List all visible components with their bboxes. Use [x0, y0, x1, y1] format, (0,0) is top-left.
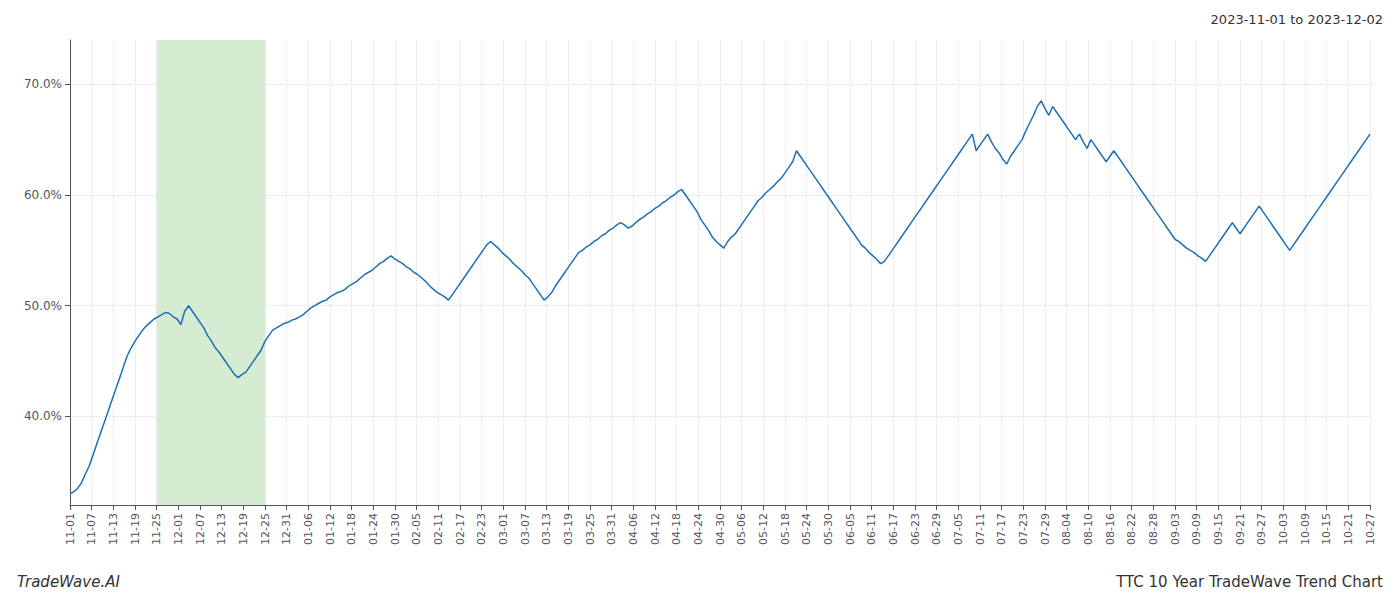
svg-text:12-07: 12-07: [194, 513, 207, 545]
svg-text:70.0%: 70.0%: [24, 77, 62, 91]
svg-text:06-11: 06-11: [865, 513, 878, 545]
svg-text:01-12: 01-12: [324, 513, 337, 545]
svg-text:05-12: 05-12: [757, 513, 770, 545]
svg-text:01-06: 01-06: [302, 513, 315, 545]
svg-text:05-24: 05-24: [800, 513, 813, 545]
svg-text:03-31: 03-31: [605, 513, 618, 545]
svg-text:02-11: 02-11: [432, 513, 445, 545]
svg-text:10-09: 10-09: [1299, 513, 1312, 545]
svg-text:11-01: 11-01: [64, 513, 77, 545]
svg-text:08-04: 08-04: [1060, 513, 1073, 545]
svg-text:06-23: 06-23: [909, 513, 922, 545]
svg-text:06-05: 06-05: [844, 513, 857, 545]
svg-text:01-18: 01-18: [345, 513, 358, 545]
svg-text:05-06: 05-06: [735, 513, 748, 545]
svg-text:03-25: 03-25: [584, 513, 597, 545]
svg-text:07-23: 07-23: [1017, 513, 1030, 545]
svg-text:01-30: 01-30: [389, 513, 402, 545]
svg-text:40.0%: 40.0%: [24, 409, 62, 423]
svg-text:2023-11-01 to 2023-12-02: 2023-11-01 to 2023-12-02: [1211, 12, 1383, 27]
svg-text:11-25: 11-25: [150, 513, 163, 545]
svg-text:04-24: 04-24: [692, 513, 705, 545]
svg-text:04-06: 04-06: [627, 513, 640, 545]
svg-text:12-31: 12-31: [280, 513, 293, 545]
svg-text:02-17: 02-17: [454, 513, 467, 545]
svg-text:09-21: 09-21: [1234, 513, 1247, 545]
svg-text:11-07: 11-07: [85, 513, 98, 545]
svg-text:07-17: 07-17: [995, 513, 1008, 545]
svg-text:08-22: 08-22: [1125, 513, 1138, 545]
svg-text:11-19: 11-19: [129, 513, 142, 545]
svg-text:60.0%: 60.0%: [24, 188, 62, 202]
svg-text:TTC 10 Year TradeWave Trend Ch: TTC 10 Year TradeWave Trend Chart: [1115, 573, 1383, 591]
svg-text:06-29: 06-29: [930, 513, 943, 545]
svg-text:07-05: 07-05: [952, 513, 965, 545]
svg-text:10-03: 10-03: [1277, 513, 1290, 545]
svg-text:04-12: 04-12: [649, 513, 662, 545]
svg-text:01-24: 01-24: [367, 513, 380, 545]
svg-text:09-27: 09-27: [1255, 513, 1268, 545]
svg-text:03-01: 03-01: [497, 513, 510, 545]
svg-text:TradeWave.AI: TradeWave.AI: [17, 573, 120, 591]
svg-text:02-05: 02-05: [410, 513, 423, 545]
svg-text:10-15: 10-15: [1320, 513, 1333, 545]
svg-text:07-11: 07-11: [974, 513, 987, 545]
svg-text:08-16: 08-16: [1104, 513, 1117, 545]
svg-text:09-15: 09-15: [1212, 513, 1225, 545]
svg-text:05-30: 05-30: [822, 513, 835, 545]
svg-text:05-18: 05-18: [779, 513, 792, 545]
svg-text:10-21: 10-21: [1342, 513, 1355, 545]
svg-text:03-07: 03-07: [519, 513, 532, 545]
svg-text:03-13: 03-13: [540, 513, 553, 545]
svg-text:12-25: 12-25: [259, 513, 272, 545]
svg-text:07-29: 07-29: [1039, 513, 1052, 545]
svg-text:08-28: 08-28: [1147, 513, 1160, 545]
svg-text:10-27: 10-27: [1364, 513, 1377, 545]
svg-text:12-13: 12-13: [215, 513, 228, 545]
svg-text:04-30: 04-30: [714, 513, 727, 545]
svg-text:09-09: 09-09: [1190, 513, 1203, 545]
svg-text:50.0%: 50.0%: [24, 299, 62, 313]
svg-text:08-10: 08-10: [1082, 513, 1095, 545]
svg-text:02-23: 02-23: [475, 513, 488, 545]
svg-text:11-13: 11-13: [107, 513, 120, 545]
svg-text:04-18: 04-18: [670, 513, 683, 545]
svg-text:12-19: 12-19: [237, 513, 250, 545]
svg-text:03-19: 03-19: [562, 513, 575, 545]
svg-text:06-17: 06-17: [887, 513, 900, 545]
svg-text:12-01: 12-01: [172, 513, 185, 545]
svg-text:09-03: 09-03: [1169, 513, 1182, 545]
